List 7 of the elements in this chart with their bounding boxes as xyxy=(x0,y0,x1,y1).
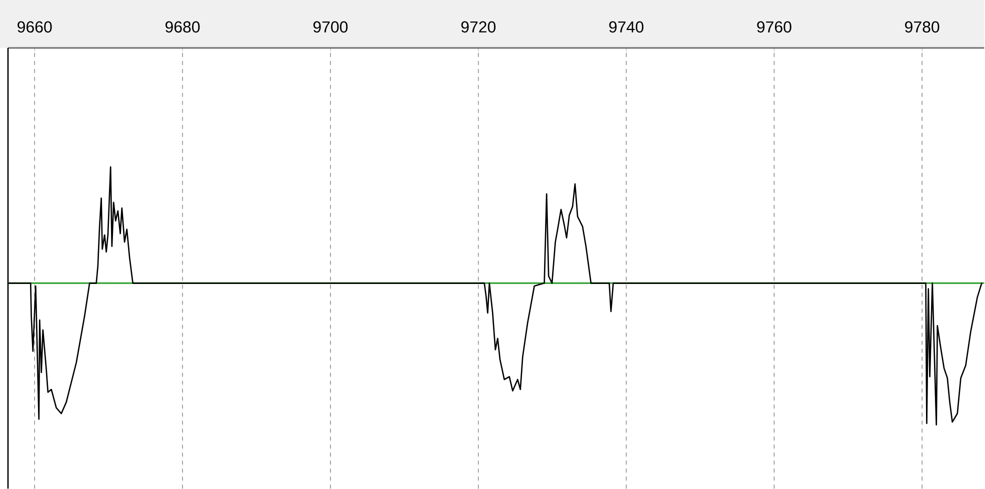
x-tick-label: 9680 xyxy=(166,21,200,32)
x-tick-label: 9780 xyxy=(905,21,940,32)
x-tick-label: 9760 xyxy=(757,21,792,32)
x-tick-label: 9660 xyxy=(18,21,52,32)
x-tick-label: 9740 xyxy=(609,21,644,32)
x-tick-label: 9700 xyxy=(313,21,348,32)
x-tick-label: 9720 xyxy=(461,21,496,32)
